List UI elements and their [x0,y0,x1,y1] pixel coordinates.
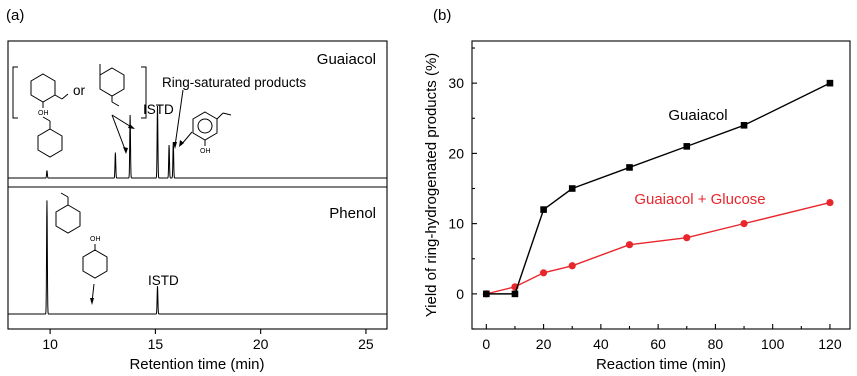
phenol-subplot-label: Phenol [329,205,376,222]
x-tick-label: 20 [253,336,269,352]
left-bracket [12,66,18,119]
or-annotation: or [73,83,86,98]
yield-series [482,79,834,298]
y-tick-label: 0 [456,286,464,302]
data-point [740,121,748,129]
data-point [483,290,490,298]
series-line-0 [486,82,831,295]
data-point [826,79,834,87]
x-tick-label: 80 [708,336,724,352]
annotation-arrows-top [111,89,193,154]
x-tick-label: 15 [148,336,164,352]
data-point [568,262,576,270]
data-point [683,143,691,150]
panel-a-label: (a) [6,7,24,24]
guaiacol-subplot-label: Guaiacol [317,51,376,68]
data-point [826,198,834,207]
data-point [540,206,547,213]
guaiacol-structure: OH [192,111,232,155]
yield-plot-frame [471,40,851,330]
ring-products-annotation: Ring-saturated products [162,75,306,90]
chromatogram-x-ticks: 10 15 20 25 [42,329,374,352]
methoxycyclohexanol-structure: OH [30,73,69,117]
yield-x-label: Reaction time (min) [596,356,726,373]
x-tick-label: 20 [536,336,552,352]
phenol-chromatogram-trace [8,200,387,315]
chromatogram-x-label: Retention time (min) [129,356,264,373]
x-tick-label: 10 [42,336,58,352]
series-label-guaiacol: Guaiacol [668,107,727,124]
data-point [740,220,748,228]
guaiacol-chromatogram-trace [8,105,387,179]
yield-axis-ticks: 0 20 40 60 80 100 120 0 10 20 30 [448,47,842,352]
istd-annotation-top: ISTD [143,102,174,117]
chromatogram-frame [7,40,388,330]
x-tick-label: 120 [818,336,842,352]
chromatogram-panel: 10 15 20 25 Retention time (min) Guaiacol P… [7,40,388,373]
x-tick-label: 25 [358,336,374,352]
istd-annotation-bottom: ISTD [148,273,179,288]
data-point [511,290,519,298]
cyclohexanol-structure: OH [82,236,108,279]
right-bracket [141,66,147,119]
yield-panel: 0 20 40 60 80 100 120 0 10 20 30 Reaction time (mi… [423,40,851,373]
series-line-1 [486,201,831,295]
data-point [539,269,548,277]
y-tick-label: 20 [448,145,464,161]
data-point [568,185,576,192]
x-tick-label: 100 [761,336,785,352]
oh-label-2: OH [200,148,211,155]
methoxycyclohexanol-isomer-structure [99,64,125,107]
data-point [683,234,691,242]
methoxycyclohexane-structure-top [37,116,63,158]
annotation-arrow-bottom [90,283,95,305]
data-point [625,241,634,249]
yield-y-label: Yield of ring-hydrogenated products (%) [423,53,440,318]
y-tick-label: 10 [448,216,464,232]
series-label-guaiacol-glucose: Guaiacol + Glucose [634,191,765,208]
data-point [626,164,633,171]
methoxycyclohexane-structure-bottom [55,192,81,234]
x-tick-label: 0 [482,336,490,352]
x-tick-label: 40 [593,336,609,352]
oh-label-1: OH [38,110,49,117]
x-tick-label: 60 [650,336,666,352]
y-tick-label: 30 [448,75,464,91]
oh-label-3: OH [90,236,101,243]
panel-b-label: (b) [433,7,451,24]
